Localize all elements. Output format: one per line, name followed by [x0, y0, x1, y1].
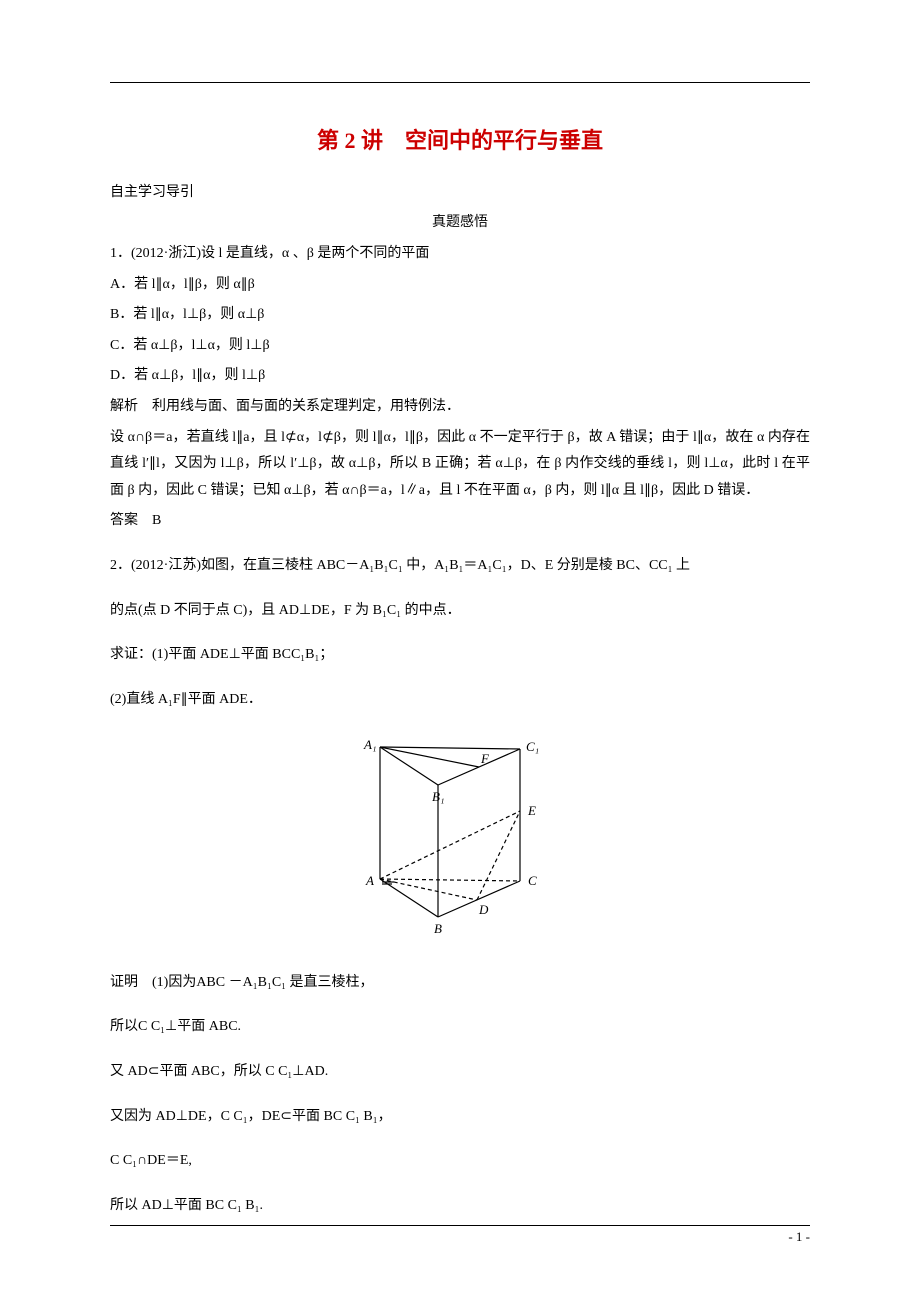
q1-option-b: B．若 l∥α，l⊥β，则 α⊥β	[110, 302, 810, 329]
page-number: - 1 -	[788, 1225, 810, 1250]
q1-analysis-body: 设 α∩β＝a，若直线 l∥a，且 l⊄α，l⊄β，则 l∥α，l∥β，因此 α…	[110, 425, 810, 505]
q1-analysis-label: 解析 利用线与面、面与面的关系定理判定，用特例法．	[110, 394, 810, 421]
q1-answer: 答案 B	[110, 508, 810, 535]
svg-text:A₁: A₁	[363, 737, 376, 752]
svg-text:A: A	[365, 873, 374, 888]
svg-text:D: D	[478, 902, 489, 917]
page: 第 2 讲 空间中的平行与垂直 自主学习导引 真题感悟 1．(2012·浙江)设…	[0, 0, 920, 1302]
svg-text:B: B	[434, 921, 442, 936]
q1-option-c: C．若 α⊥β，l⊥α，则 l⊥β	[110, 333, 810, 360]
q1-option-d: D．若 α⊥β，l∥α，则 l⊥β	[110, 363, 810, 390]
subheading-study-guide: 自主学习导引	[110, 180, 810, 207]
svg-text:E: E	[527, 803, 536, 818]
prism-diagram: A₁ C₁ B₁ F E A B C D	[110, 729, 810, 950]
q2-proof-line2: 所以C C₁⊥平面 ABC.	[110, 1014, 810, 1041]
bottom-rule	[110, 1225, 810, 1226]
q2-request-2: (2)直线 A₁F∥平面 ADE．	[110, 687, 810, 714]
q2-request-1: 求证：(1)平面 ADE⊥平面 BCC₁B₁；	[110, 642, 810, 669]
prism-svg: A₁ C₁ B₁ F E A B C D	[360, 729, 560, 939]
q2-proof-line3: 又 AD⊂平面 ABC，所以 C C₁⊥AD.	[110, 1059, 810, 1086]
svg-text:C: C	[528, 873, 537, 888]
svg-text:C₁: C₁	[526, 739, 539, 754]
q2-stem-line2: 的点(点 D 不同于点 C)，且 AD⊥DE，F 为 B₁C₁ 的中点．	[110, 598, 810, 625]
svg-text:B₁: B₁	[432, 789, 444, 804]
svg-text:F: F	[480, 751, 490, 766]
q1-stem: 1．(2012·浙江)设 l 是直线，α 、β 是两个不同的平面	[110, 241, 810, 268]
top-rule	[110, 82, 810, 83]
q2-proof-line6: 所以 AD⊥平面 BC C₁ B₁.	[110, 1193, 810, 1220]
q1-option-a: A．若 l∥α，l∥β，则 α∥β	[110, 272, 810, 299]
q2-proof-line4: 又因为 AD⊥DE，C C₁，DE⊂平面 BC C₁ B₁，	[110, 1104, 810, 1131]
q2-stem-line1: 2．(2012·江苏)如图，在直三棱柱 ABC－A₁B₁C₁ 中，A₁B₁＝A₁…	[110, 553, 810, 580]
q2-proof-line5: C C₁∩DE＝E,	[110, 1148, 810, 1175]
subheading-practice: 真题感悟	[110, 210, 810, 237]
q2-proof-line1: 证明 (1)因为ABC －A₁B₁C₁ 是直三棱柱，	[110, 970, 810, 997]
lecture-title: 第 2 讲 空间中的平行与垂直	[110, 120, 810, 162]
